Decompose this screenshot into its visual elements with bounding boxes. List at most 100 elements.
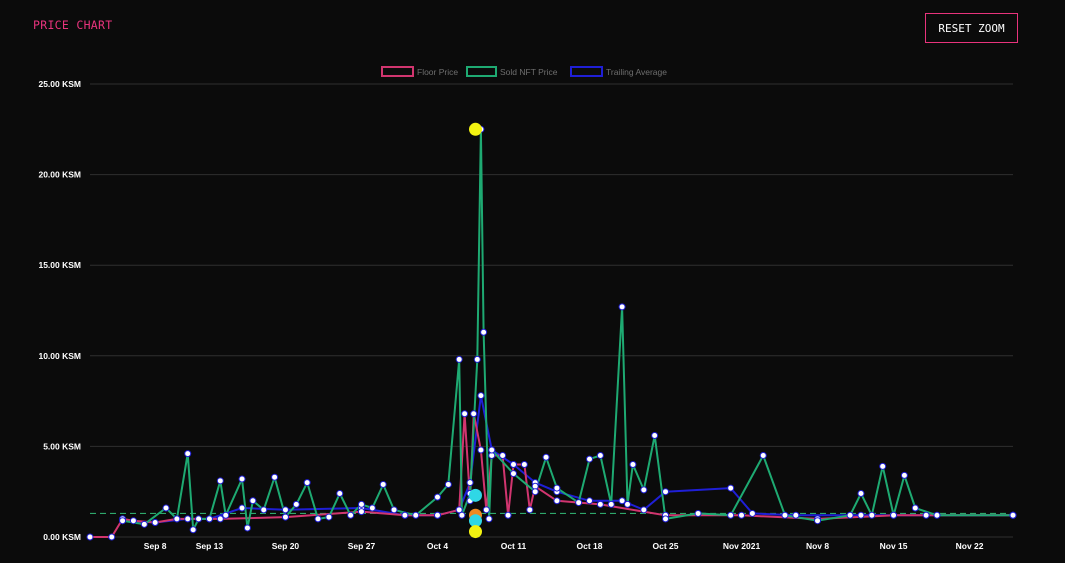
- data-point: [586, 497, 594, 505]
- data-point: [243, 524, 251, 532]
- data-point: [433, 493, 441, 501]
- legend-swatch: [570, 66, 603, 77]
- chart-grid: [90, 83, 1013, 538]
- data-point: [868, 511, 876, 519]
- data-point: [260, 506, 268, 514]
- chart-legend: Floor Price Sold NFT Price Trailing Averag…: [381, 66, 667, 77]
- data-point: [509, 470, 517, 478]
- x-tick-label: Sep 27: [348, 541, 376, 551]
- x-tick-label: Nov 8: [806, 541, 829, 551]
- data-point: [325, 513, 333, 521]
- data-point: [281, 506, 289, 514]
- data-point: [526, 506, 534, 514]
- data-point: [694, 509, 702, 517]
- data-point: [738, 511, 746, 519]
- data-point: [662, 488, 670, 496]
- data-point: [485, 515, 493, 523]
- data-point: [470, 410, 478, 418]
- x-tick-label: Nov 2021: [723, 541, 761, 551]
- data-point: [336, 490, 344, 498]
- data-point: [504, 511, 512, 519]
- x-tick-label: Oct 25: [653, 541, 679, 551]
- x-tick-label: Oct 4: [427, 541, 449, 551]
- data-point: [759, 451, 767, 459]
- data-point: [857, 490, 865, 498]
- data-point: [846, 511, 854, 519]
- data-point: [488, 446, 496, 454]
- data-point: [624, 500, 632, 508]
- data-point: [222, 511, 230, 519]
- y-tick-label: 15.00 KSM: [38, 260, 81, 270]
- data-point: [216, 477, 224, 485]
- x-tick-label: Nov 22: [956, 541, 984, 551]
- data-point: [575, 499, 583, 507]
- highlight-point: [468, 525, 482, 539]
- data-point: [792, 511, 800, 519]
- data-point: [814, 517, 822, 525]
- x-tick-label: Sep 8: [144, 541, 167, 551]
- data-point: [466, 479, 474, 487]
- legend-swatch: [381, 66, 414, 77]
- data-point: [281, 513, 289, 521]
- data-point: [184, 515, 192, 523]
- data-point: [727, 511, 735, 519]
- data-point: [933, 511, 941, 519]
- data-point: [900, 471, 908, 479]
- highlight-point: [468, 488, 482, 502]
- data-point: [119, 517, 127, 525]
- data-point: [390, 506, 398, 514]
- data-point: [195, 515, 203, 523]
- data-point: [480, 328, 488, 336]
- data-point: [781, 511, 789, 519]
- data-point: [890, 511, 898, 519]
- data-point: [596, 500, 604, 508]
- data-point: [129, 517, 137, 525]
- y-tick-label: 20.00 KSM: [38, 170, 81, 180]
- data-point: [520, 461, 528, 469]
- data-point: [879, 462, 887, 470]
- data-point: [748, 509, 756, 517]
- data-point: [922, 511, 930, 519]
- data-point: [857, 511, 865, 519]
- data-point: [473, 355, 481, 363]
- highlight-point: [468, 514, 482, 528]
- data-point: [607, 500, 615, 508]
- data-point: [553, 497, 561, 505]
- data-point: [357, 500, 365, 508]
- data-point: [238, 475, 246, 483]
- data-point: [173, 515, 181, 523]
- x-axis: Sep 8 Sep 13 Sep 20 Sep 27 Oct 4 Oct 11 Oct 18…: [144, 541, 984, 551]
- data-point: [347, 511, 355, 519]
- data-point: [531, 488, 539, 496]
- x-tick-label: Oct 11: [501, 541, 527, 551]
- chart-title: PRICE CHART: [33, 18, 113, 32]
- y-axis: 0.00 KSM 5.00 KSM 10.00 KSM 15.00 KSM 20.00 …: [38, 79, 81, 542]
- data-point: [662, 515, 670, 523]
- data-point: [542, 453, 550, 461]
- data-point: [86, 533, 94, 541]
- data-point: [651, 432, 659, 440]
- data-point: [205, 515, 213, 523]
- data-point: [455, 506, 463, 514]
- data-point: [477, 446, 485, 454]
- data-point: [162, 504, 170, 512]
- data-point: [1009, 511, 1017, 519]
- data-point: [640, 486, 648, 494]
- data-point: [303, 479, 311, 487]
- x-tick-label: Oct 18: [577, 541, 603, 551]
- data-point: [433, 511, 441, 519]
- data-point: [618, 497, 626, 505]
- data-point: [499, 451, 507, 459]
- data-point: [401, 511, 409, 519]
- data-point: [640, 506, 648, 514]
- data-point: [412, 511, 420, 519]
- data-point: [368, 504, 376, 512]
- data-point: [629, 461, 637, 469]
- chart-series: [86, 125, 1017, 541]
- reset-zoom-button[interactable]: RESET ZOOM: [925, 13, 1018, 43]
- data-point: [108, 533, 116, 541]
- y-tick-label: 10.00 KSM: [38, 351, 81, 361]
- data-point: [618, 303, 626, 311]
- data-point: [379, 480, 387, 488]
